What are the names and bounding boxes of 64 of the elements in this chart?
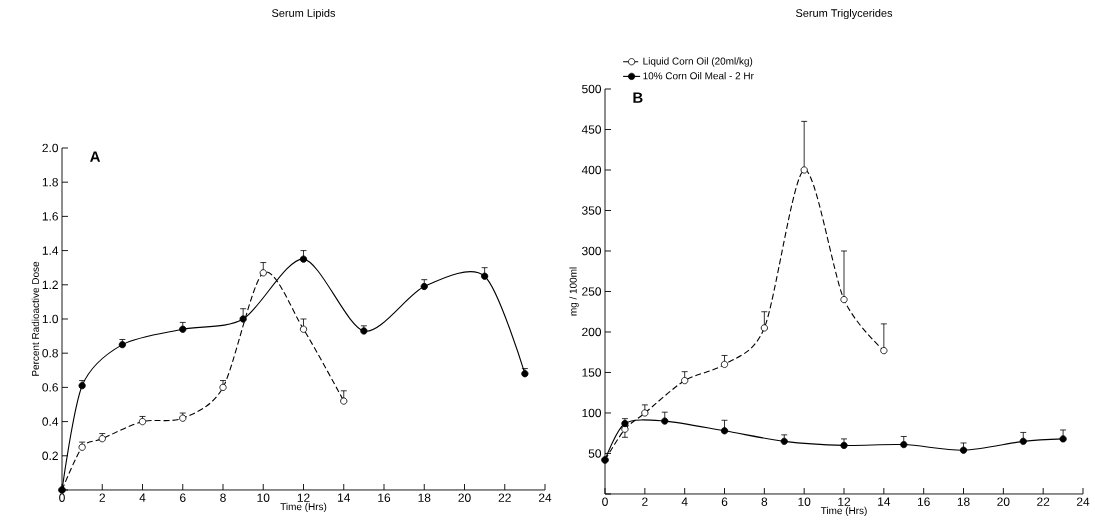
y-tick-label: 150: [582, 368, 602, 377]
x-tick-label: 20: [458, 493, 471, 502]
x-tick-label: 24: [538, 493, 552, 502]
y-tick-label: 450: [581, 125, 602, 134]
y-tick-label: 1.6: [42, 212, 58, 221]
y-axis-title: mg / 100ml: [569, 267, 579, 316]
y-tick-label: 200: [582, 327, 602, 337]
y-tick-label: 0.6: [42, 383, 58, 392]
y-tick-label: 2.0: [42, 143, 59, 153]
y-tick-label: 1.0: [42, 314, 59, 324]
x-tick-label: 22: [498, 493, 511, 502]
x-tick-label: 12: [297, 493, 310, 502]
x-tick-label: 6: [721, 497, 728, 506]
x-tick-label: 10: [257, 493, 270, 502]
x-tick-label: 16: [378, 493, 391, 502]
x-tick-label: 24: [1076, 497, 1090, 506]
x-tick-label: 10: [798, 497, 811, 506]
y-tick-label: 0.8: [42, 348, 58, 358]
x-tick-label: 22: [1037, 497, 1050, 506]
x-tick-label: 0: [602, 497, 608, 506]
annotation: A: [90, 151, 101, 162]
y-tick-label: 50: [588, 449, 602, 458]
point: [621, 419, 629, 428]
point: [681, 377, 689, 385]
x-tick-label: 6: [180, 493, 186, 502]
y-tick-label: 350: [582, 206, 602, 215]
legend-label: 10% Corn Oil Meal - 2 Hr: [643, 72, 754, 80]
x-tick-label: 18: [418, 493, 431, 502]
y-tick-label: 300: [582, 246, 602, 256]
y-axis-title: Percent Radioactive Dose: [31, 261, 40, 376]
x-tick-label: 12: [838, 497, 851, 506]
chart-title: Serum Triglycerides: [796, 8, 893, 20]
y-tick-label: 0.2: [42, 451, 58, 461]
point: [720, 360, 729, 368]
x-tick-label: 8: [220, 493, 226, 502]
y-tick-label: 1.2: [42, 280, 58, 289]
point: [900, 440, 908, 449]
legend-label: Liquid Corn Oil (20ml/kg): [643, 57, 753, 67]
y-tick-label: 400: [581, 165, 602, 175]
x-tick-label: 0: [59, 493, 65, 502]
y-tick-label: 0.4: [42, 417, 59, 426]
y-tick-label: 1.8: [42, 177, 58, 187]
x-axis-title: Time (Hrs): [280, 502, 327, 513]
annotation: B: [633, 92, 643, 103]
x-tick-label: 16: [917, 497, 930, 506]
x-tick-label: 20: [997, 497, 1010, 506]
point: [420, 282, 428, 291]
y-tick-label: 100: [582, 408, 602, 418]
x-axis-title: Time (Hrs): [820, 506, 867, 517]
y-tick-label: 250: [582, 287, 602, 296]
point: [138, 418, 147, 426]
x-tick-label: 2: [642, 497, 648, 506]
x-tick-label: 14: [878, 497, 891, 506]
x-tick-label: 4: [681, 497, 688, 506]
y-tick-label: 1.4: [42, 246, 59, 255]
x-tick-label: 4: [139, 493, 146, 502]
chart-title: Serum Lipids: [272, 8, 336, 20]
y-tick-label: 500: [582, 84, 602, 94]
x-tick-label: 18: [957, 497, 970, 506]
point: [840, 296, 848, 304]
x-tick-label: 2: [99, 493, 105, 502]
point: [880, 347, 888, 355]
x-tick-label: 14: [338, 493, 351, 502]
x-tick-label: 8: [761, 497, 768, 506]
